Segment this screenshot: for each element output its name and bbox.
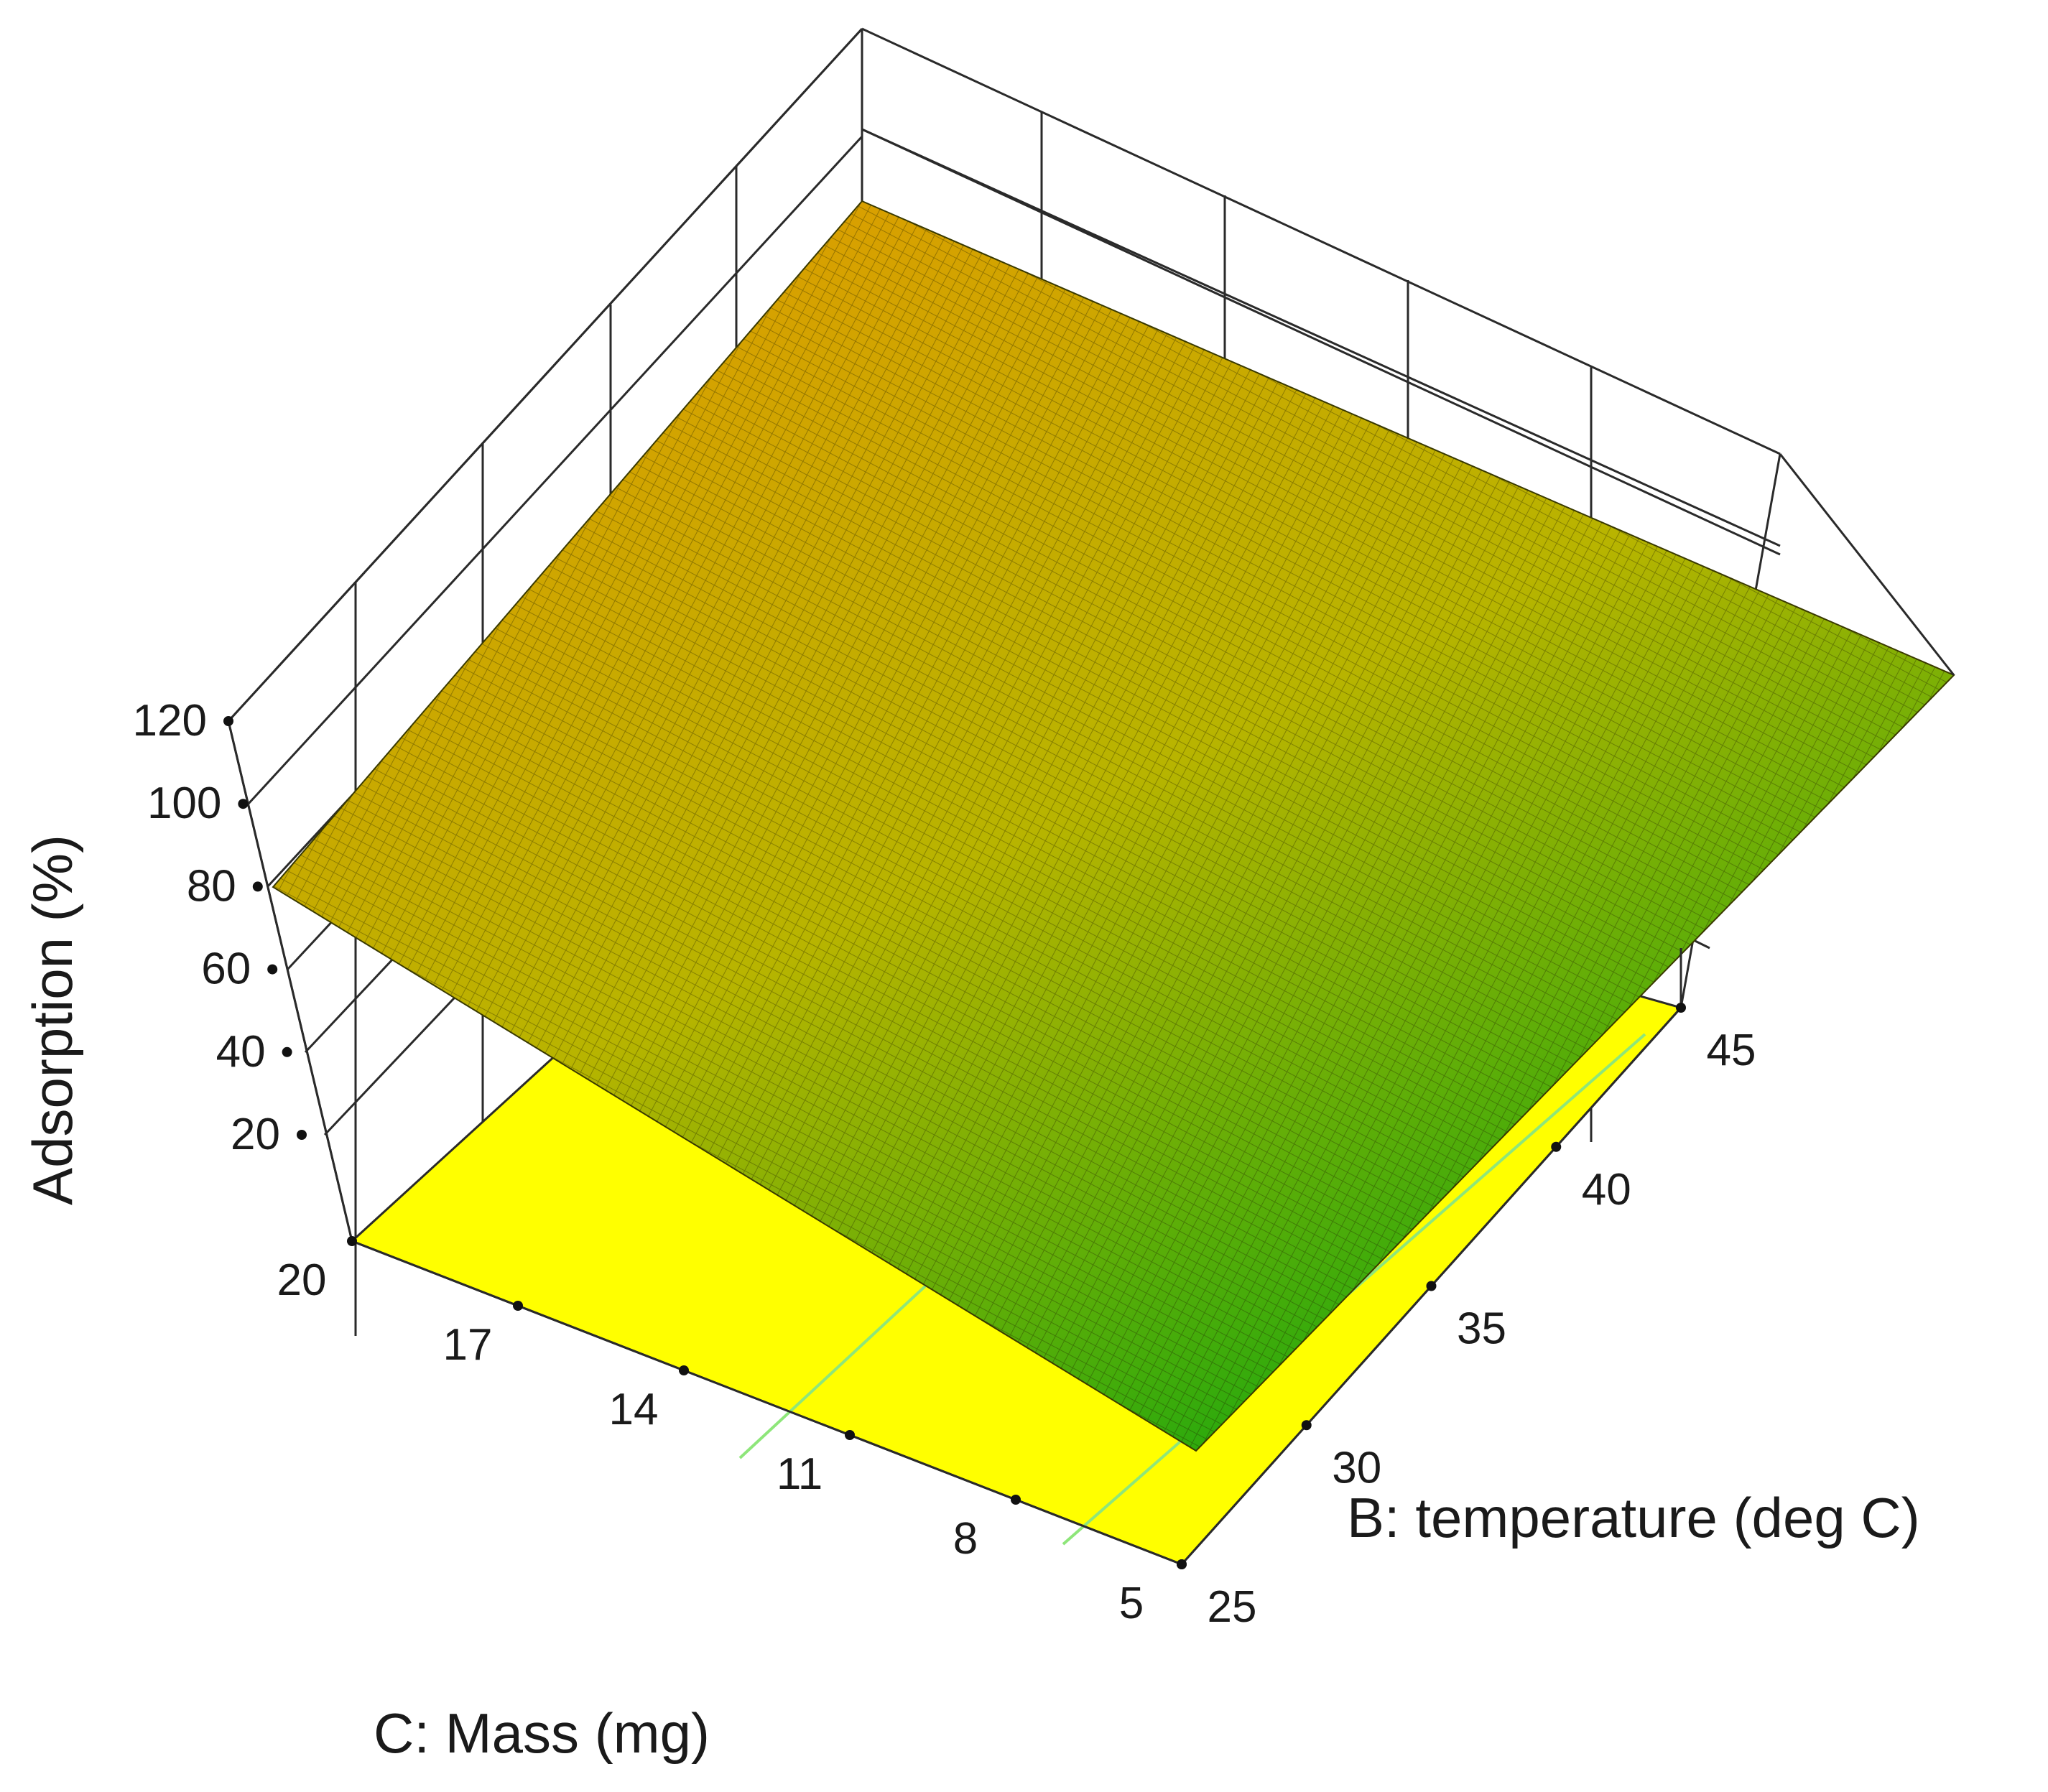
z-tick-label: 40	[216, 1027, 266, 1077]
z-tick-label: 120	[133, 696, 207, 746]
z-tick-dot	[238, 799, 249, 809]
z-tick-dot	[297, 1130, 307, 1140]
mass-tick-label: 5	[1119, 1579, 1144, 1628]
mass-tick-label: 17	[443, 1320, 493, 1370]
temperature-tick-dot	[1426, 1281, 1437, 1291]
mass-tick-dot	[679, 1365, 689, 1375]
temperature-tick-dot	[1177, 1559, 1187, 1569]
temperature-tick-label: 25	[1208, 1582, 1257, 1632]
mass-tick-label: 14	[609, 1385, 659, 1434]
response-surface	[272, 200, 1955, 1452]
mass-tick-label: 20	[277, 1255, 327, 1305]
mass-tick-dot	[845, 1430, 855, 1440]
temperature-axis-title: B: temperature (deg C)	[1347, 1486, 1920, 1549]
z-tick-dot	[282, 1046, 292, 1057]
mass-axis-title: C: Mass (mg)	[374, 1702, 710, 1765]
temperature-tick-dot	[1301, 1420, 1312, 1431]
z-tick-label: 60	[201, 944, 251, 994]
temperature-axis: 25 30 35 40 45	[1177, 1003, 1756, 1632]
temperature-tick-label: 40	[1582, 1165, 1631, 1215]
mass-tick-label: 11	[777, 1449, 823, 1499]
z-tick-dot	[223, 716, 233, 726]
mass-tick-dot	[1011, 1495, 1021, 1505]
temperature-tick-label: 30	[1332, 1443, 1381, 1492]
z-tick-label: 100	[147, 779, 221, 828]
mass-tick-label: 8	[953, 1514, 978, 1564]
z-axis: 20 40 60 80 100 120	[133, 696, 307, 1159]
z-tick-label: 80	[187, 861, 236, 911]
z-tick-dot	[252, 881, 263, 892]
z-tick-dot	[267, 964, 278, 975]
mass-tick-dot	[513, 1301, 523, 1311]
temperature-tick-label: 35	[1457, 1304, 1506, 1354]
z-tick-label: 20	[231, 1110, 280, 1159]
temperature-tick-label: 45	[1707, 1026, 1756, 1075]
mass-tick-dot	[347, 1236, 357, 1246]
z-axis-title: Adsorption (%)	[21, 835, 84, 1205]
temperature-tick-dot	[1551, 1141, 1562, 1152]
temperature-tick-dot	[1676, 1003, 1686, 1013]
